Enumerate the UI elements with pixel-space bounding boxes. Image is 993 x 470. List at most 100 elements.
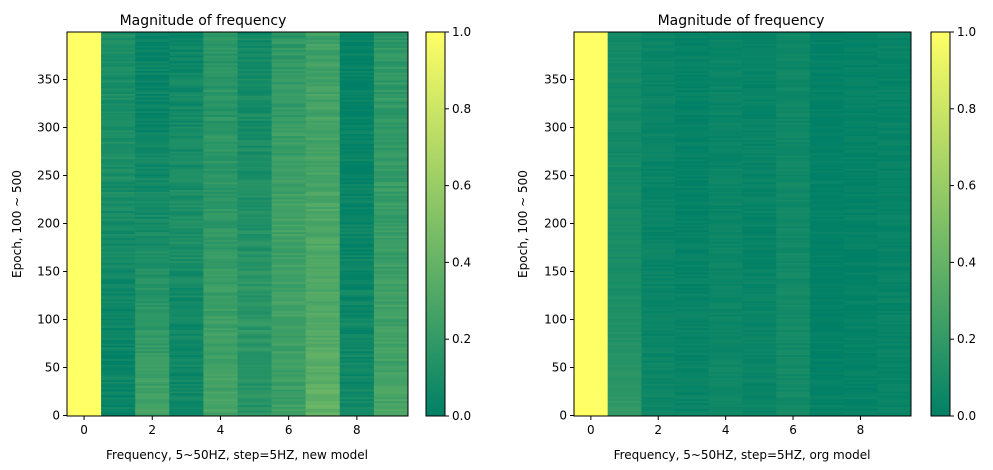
heatmap-cell (101, 383, 136, 386)
heatmap-cell (373, 247, 409, 250)
heatmap-cell (607, 214, 642, 217)
heatmap-cell (675, 214, 710, 217)
heatmap-cell (135, 156, 170, 160)
heatmap-cell (843, 177, 878, 181)
heatmap-cell (708, 371, 743, 375)
heatmap-cell (67, 93, 102, 96)
heatmap-cell (101, 80, 136, 83)
heatmap-cell (574, 49, 609, 52)
heatmap-cell (373, 200, 409, 204)
heatmap-cell (641, 398, 676, 402)
heatmap-cell (67, 308, 102, 311)
heatmap-cell (237, 291, 273, 294)
heatmap-cell (776, 254, 811, 258)
heatmap-cell (877, 387, 912, 390)
heatmap-cell (135, 406, 170, 409)
heatmap-cell (373, 177, 409, 181)
heatmap-cell (305, 287, 341, 290)
heatmap-cell (809, 156, 845, 160)
heatmap-cell (843, 135, 878, 139)
heatmap-cell (574, 103, 609, 106)
heatmap-cell (135, 108, 170, 112)
heatmap-cell (67, 300, 102, 304)
heatmap-cell (271, 74, 307, 77)
heatmap-cell (708, 51, 743, 54)
heatmap-cell (809, 110, 845, 114)
heatmap-cell (877, 241, 912, 244)
heatmap-cell (203, 394, 238, 398)
heatmap-cell (742, 53, 777, 56)
heatmap-cell (339, 343, 375, 346)
heatmap-cell (169, 368, 204, 371)
heatmap-cell (776, 243, 811, 246)
heatmap-cell (843, 129, 878, 133)
heatmap-cell (271, 252, 307, 256)
heatmap-cell (305, 39, 341, 43)
heatmap-cell (809, 200, 845, 204)
chart-title: Magnitude of frequency (120, 13, 287, 29)
heatmap-cell (101, 162, 136, 165)
heatmap-cell (135, 304, 170, 308)
heatmap-cell (607, 89, 642, 93)
heatmap-cell (237, 202, 273, 206)
heatmap-cell (809, 296, 845, 300)
heatmap-cell (101, 124, 136, 127)
heatmap-cell (877, 149, 912, 152)
heatmap-cell (843, 295, 878, 298)
heatmap-cell (305, 149, 341, 152)
heatmap-cell (641, 379, 676, 382)
heatmap-cell (101, 391, 136, 394)
heatmap-cell (101, 379, 136, 382)
heatmap-cell (101, 91, 136, 94)
heatmap-cell (339, 139, 375, 142)
heatmap-cell (843, 172, 878, 175)
heatmap-cell (135, 64, 170, 68)
heatmap-cell (877, 133, 912, 137)
heatmap-cell (776, 241, 811, 244)
heatmap-cell (339, 154, 375, 158)
heatmap-cell (877, 283, 912, 286)
heatmap-cell (776, 218, 811, 221)
heatmap-cell (169, 74, 204, 77)
heatmap-cell (305, 76, 341, 79)
heatmap-cell (776, 377, 811, 381)
heatmap-cell (373, 43, 409, 46)
heatmap-cell (607, 149, 642, 152)
heatmap-cell (101, 341, 136, 344)
heatmap-cell (877, 346, 912, 350)
heatmap-cell (373, 387, 409, 390)
heatmap-cell (607, 389, 642, 392)
heatmap-cell (641, 277, 676, 281)
heatmap-cell (574, 143, 609, 146)
heatmap-cell (877, 56, 912, 60)
heatmap-cell (237, 241, 273, 244)
heatmap-cell (574, 62, 609, 66)
heatmap-cell (877, 394, 912, 398)
heatmap-cell (776, 210, 811, 213)
x-tick-label: 4 (217, 423, 225, 437)
heatmap-cell (169, 95, 204, 98)
heatmap-cell (708, 210, 743, 213)
heatmap-cell (742, 110, 777, 114)
heatmap-cell (203, 277, 238, 281)
heatmap-cell (373, 352, 409, 356)
heatmap-cell (271, 66, 307, 69)
heatmap-cell (675, 250, 710, 254)
heatmap-cell (135, 139, 170, 142)
heatmap-cell (776, 346, 811, 350)
heatmap-cell (742, 197, 777, 200)
heatmap-cell (607, 329, 642, 333)
heatmap-cell (135, 133, 170, 137)
heatmap-cell (708, 391, 743, 394)
heatmap-cell (373, 414, 409, 417)
heatmap-cell (271, 327, 307, 331)
heatmap-cell (169, 270, 204, 273)
heatmap-cell (169, 177, 204, 181)
heatmap-cell (675, 174, 710, 177)
heatmap-cell (101, 87, 136, 91)
heatmap-cell (203, 145, 238, 148)
heatmap-cell (101, 56, 136, 60)
heatmap-cell (67, 296, 102, 300)
heatmap-cell (641, 147, 676, 150)
heatmap-cell (339, 145, 375, 148)
